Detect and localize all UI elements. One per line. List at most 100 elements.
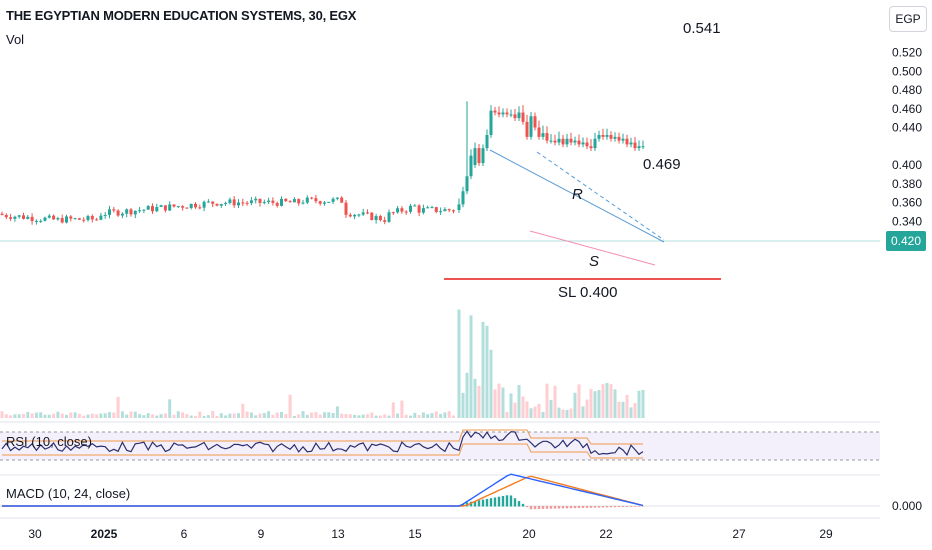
volume-bar: [509, 393, 513, 418]
volume-bar: [181, 412, 185, 418]
volume-bar: [370, 412, 374, 418]
candle-body: [155, 206, 159, 212]
volume-bar: [609, 384, 613, 418]
candle-body: [565, 138, 569, 145]
volume-bar: [108, 412, 111, 418]
candle-body: [26, 216, 30, 219]
price-tick: 0.360: [892, 196, 922, 210]
volume-bar: [525, 401, 529, 418]
candle-body: [525, 121, 529, 137]
macd-histogram-bar: [545, 506, 549, 509]
volume-bar: [461, 392, 465, 418]
volume-bar: [521, 396, 525, 418]
volume-bar: [198, 411, 202, 418]
rsi-line: [1, 430, 644, 457]
candle-body: [497, 112, 501, 115]
macd-histogram-bar: [473, 501, 477, 507]
candle-body: [537, 127, 541, 137]
volume-bar: [138, 414, 142, 418]
volume-bar: [47, 414, 51, 418]
volume-bar: [633, 403, 637, 418]
candle-body: [447, 209, 451, 211]
price-tick: 0.480: [892, 83, 922, 97]
volume-bar: [637, 390, 641, 418]
volume-bar: [366, 414, 369, 418]
volume-bar: [409, 415, 412, 418]
candle-body: [120, 213, 124, 216]
candle-body: [409, 205, 412, 212]
candle-body: [108, 209, 111, 215]
volume-bar: [0, 411, 4, 418]
volume-bar: [52, 413, 56, 418]
candle-body: [125, 209, 129, 214]
rsi-pane: [0, 429, 880, 461]
macd-histogram-bar: [565, 506, 569, 509]
volume-bar: [413, 412, 417, 418]
volume-bar: [549, 399, 553, 418]
volume-bar: [443, 412, 447, 418]
volume-bar: [249, 412, 253, 418]
candle-body: [545, 133, 549, 141]
macd-histogram-bar: [617, 506, 621, 508]
candle-body: [249, 200, 253, 204]
volume-bar: [215, 415, 219, 418]
symbol-title[interactable]: THE EGYPTIAN MODERN EDUCATION SYSTEMS, 3…: [6, 8, 357, 23]
macd-histogram-bar: [501, 496, 505, 507]
volume-bar: [613, 389, 617, 418]
candle-body: [421, 208, 425, 213]
macd-histogram-bar: [509, 495, 513, 507]
candle-body: [219, 203, 223, 206]
macd-histogram-bar: [593, 506, 597, 508]
candle-body: [280, 198, 283, 206]
candle-body: [505, 112, 509, 115]
candle-body: [569, 138, 573, 143]
volume-bar: [501, 387, 505, 418]
macd-histogram-bar: [629, 506, 633, 507]
volume-bar: [465, 372, 469, 418]
macd-label[interactable]: MACD (10, 24, close): [6, 486, 131, 501]
candle-body: [361, 212, 365, 215]
macd-histogram-bar: [517, 501, 521, 507]
volume-bar: [211, 411, 215, 418]
candle-body: [271, 200, 275, 203]
candle-body: [481, 148, 485, 164]
volume-bar: [353, 414, 357, 418]
macd-histogram-bar: [641, 506, 645, 507]
time-axis[interactable]: 30 2025 6 9 13 15 20 22 27 29: [28, 527, 833, 541]
volume-bar: [258, 413, 262, 418]
macd-histogram-bar: [581, 506, 585, 508]
volume-bar: [17, 414, 21, 418]
last-price-tag: 0.420: [886, 231, 926, 251]
volume-bar: [497, 383, 501, 418]
volume-bar: [348, 414, 352, 418]
volume-bar: [335, 406, 339, 418]
candle-body: [288, 201, 292, 203]
macd-histogram-bar: [497, 496, 501, 507]
time-tick: 20: [522, 527, 536, 541]
macd-histogram-bar: [577, 506, 581, 509]
volume-bar: [189, 415, 193, 418]
macd-histogram-bar: [513, 498, 517, 507]
macd-histogram-bar: [521, 503, 525, 507]
candle-body: [404, 211, 408, 213]
volume-bar: [469, 315, 473, 418]
volume-bar: [43, 414, 47, 418]
candle-body: [581, 142, 585, 145]
volume-bar: [219, 413, 223, 418]
candle-body: [69, 216, 73, 219]
currency-badge[interactable]: EGP: [889, 6, 927, 32]
price-axis[interactable]: 0.520 0.500 0.480 0.460 0.440 0.400 0.380 0.360…: [892, 46, 922, 514]
volume-bar: [232, 413, 236, 418]
volume-bar: [404, 414, 408, 418]
candle-body: [378, 216, 382, 221]
volume-bar: [426, 414, 430, 418]
candle-body: [383, 220, 387, 222]
candle-body: [34, 220, 38, 222]
candle-body: [573, 140, 577, 143]
volume-bar: [297, 414, 301, 418]
candle-body: [629, 142, 633, 145]
rsi-label[interactable]: RSI (10, close): [6, 434, 92, 449]
candle-body: [215, 203, 219, 206]
price-tick: 0.340: [892, 214, 922, 228]
